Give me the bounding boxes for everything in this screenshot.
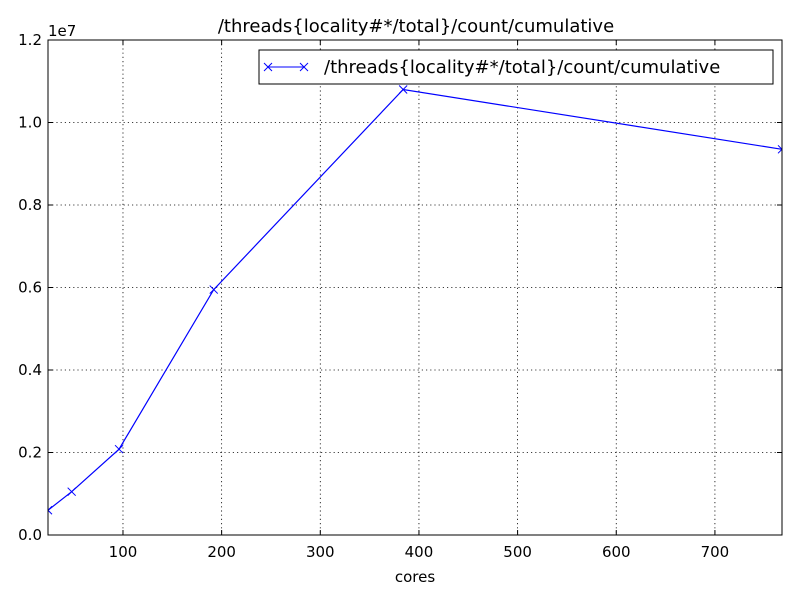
- x-tick-label: 300: [306, 543, 335, 561]
- y-tick-label: 0.4: [18, 361, 42, 379]
- legend-entry-label: /threads{locality#*/total}/count/cumulat…: [324, 57, 720, 78]
- series-group: [48, 85, 782, 515]
- x-tick-label: 200: [207, 543, 236, 561]
- marker-stroke: [67, 487, 77, 497]
- x-tick-label: 700: [701, 543, 730, 561]
- y-tick-label: 1.0: [18, 114, 42, 132]
- marker-stroke: [48, 505, 53, 511]
- marker-stroke: [114, 444, 124, 454]
- x-tick-label: 100: [109, 543, 138, 561]
- data-point-x-marker: [114, 444, 124, 454]
- marker-stroke: [209, 285, 219, 294]
- grid-lines: [48, 40, 782, 535]
- legend-marker-stroke: [263, 62, 273, 72]
- axis-ticks: 100 200 300 400 500 600 700 0.0 0.2 0.4 0.6 0.8 1.0 1…: [18, 31, 782, 561]
- marker-stroke: [398, 85, 408, 94]
- marker-stroke: [777, 144, 782, 151]
- data-point-x-marker: [48, 505, 53, 515]
- x-tick-label: 600: [602, 543, 631, 561]
- data-point-x-marker: [777, 144, 782, 154]
- marker-stroke: [777, 148, 782, 154]
- chart-title: /threads{locality#*/total}/count/cumulat…: [218, 16, 614, 37]
- y-tick-label: 0.6: [18, 279, 42, 297]
- x-tick-label: 500: [503, 543, 532, 561]
- series-layer: [48, 85, 782, 515]
- legend: /threads{locality#*/total}/count/cumulat…: [258, 49, 774, 85]
- data-point-x-marker: [209, 285, 219, 294]
- y-tick-label: 1.2: [18, 31, 42, 49]
- x-tick-label: 400: [405, 543, 434, 561]
- legend-box: [258, 49, 774, 85]
- y-tick-label: 0.0: [18, 526, 42, 544]
- data-point-x-marker: [398, 85, 408, 94]
- legend-x-marker: [263, 62, 309, 72]
- series-line: [48, 88, 782, 511]
- x-axis-label: cores: [395, 568, 435, 586]
- marker-stroke: [48, 509, 53, 515]
- legend-marker-stroke: [299, 62, 309, 72]
- y-tick-label: 0.2: [18, 444, 42, 462]
- y-tick-label: 0.8: [18, 196, 42, 214]
- data-point-x-marker: [67, 487, 77, 497]
- y-axis-offset-label: 1e7: [48, 22, 76, 40]
